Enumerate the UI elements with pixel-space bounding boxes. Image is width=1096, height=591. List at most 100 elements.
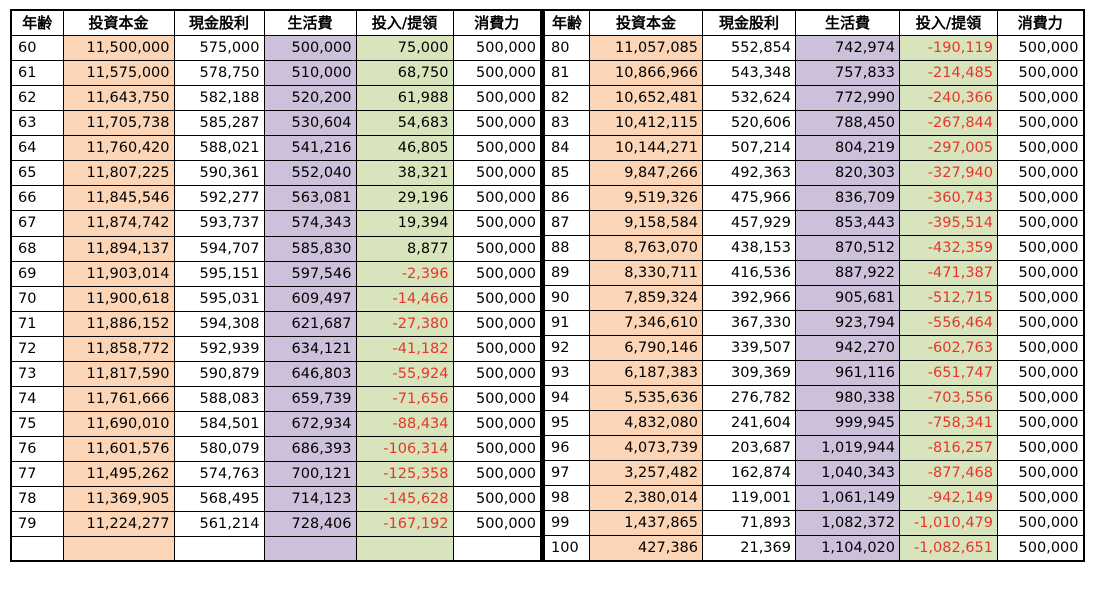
cell-living-cost[interactable]: 728,406 bbox=[263, 511, 357, 538]
cell-spending-power[interactable]: 500,000 bbox=[997, 110, 1084, 136]
cell-dividend[interactable]: 584,501 bbox=[173, 410, 265, 438]
cell-invest-withdraw[interactable]: -512,715 bbox=[899, 285, 998, 311]
cell-age[interactable]: 60 bbox=[10, 34, 64, 62]
cell-living-cost[interactable]: 686,393 bbox=[263, 435, 357, 463]
cell-invest-withdraw[interactable]: -2,396 bbox=[355, 260, 454, 287]
cell-dividend[interactable]: 590,879 bbox=[173, 360, 265, 387]
cell-spending-power[interactable]: 500,000 bbox=[452, 185, 542, 212]
cell-spending-power[interactable]: 500,000 bbox=[997, 160, 1084, 186]
cell-living-cost[interactable]: 646,803 bbox=[263, 360, 357, 387]
cell-age[interactable]: 61 bbox=[10, 60, 64, 87]
cell-age[interactable]: 63 bbox=[10, 110, 64, 137]
header-living-cost[interactable]: 生活費 bbox=[263, 9, 357, 36]
cell-age[interactable]: 62 bbox=[10, 85, 64, 112]
cell-dividend[interactable]: 203,687 bbox=[702, 435, 796, 461]
cell-age[interactable]: 66 bbox=[10, 185, 64, 212]
cell-dividend[interactable]: 568,495 bbox=[173, 486, 265, 513]
cell-principal[interactable]: 11,690,010 bbox=[62, 410, 175, 438]
cell-age[interactable]: 96 bbox=[543, 435, 590, 461]
cell-invest-withdraw[interactable]: -88,434 bbox=[355, 410, 454, 438]
cell-age[interactable]: 69 bbox=[10, 260, 64, 287]
cell-age[interactable]: 83 bbox=[543, 110, 590, 136]
cell-principal[interactable]: 4,073,739 bbox=[589, 435, 703, 461]
cell-spending-power[interactable]: 500,000 bbox=[452, 410, 542, 438]
cell-age[interactable]: 74 bbox=[10, 385, 64, 412]
cell-invest-withdraw[interactable]: -327,940 bbox=[899, 160, 998, 186]
cell-dividend[interactable]: 552,854 bbox=[702, 35, 796, 61]
cell-invest-withdraw[interactable] bbox=[355, 536, 454, 563]
cell-invest-withdraw[interactable]: -55,924 bbox=[355, 360, 454, 387]
cell-living-cost[interactable]: 905,681 bbox=[795, 285, 900, 311]
cell-principal[interactable]: 6,790,146 bbox=[589, 335, 703, 361]
cell-principal[interactable]: 10,412,115 bbox=[589, 110, 703, 136]
cell-principal[interactable]: 10,866,966 bbox=[589, 60, 703, 86]
cell-dividend[interactable]: 580,079 bbox=[173, 435, 265, 463]
cell-spending-power[interactable]: 500,000 bbox=[452, 310, 542, 337]
cell-principal[interactable]: 7,346,610 bbox=[589, 310, 703, 336]
cell-living-cost[interactable]: 714,123 bbox=[263, 486, 357, 513]
header-spending-power[interactable]: 消費力 bbox=[452, 9, 542, 36]
cell-principal[interactable]: 11,760,420 bbox=[62, 135, 175, 162]
cell-living-cost[interactable]: 772,990 bbox=[795, 85, 900, 111]
cell-spending-power[interactable]: 500,000 bbox=[452, 511, 542, 538]
cell-principal[interactable]: 11,886,152 bbox=[62, 310, 175, 337]
header-dividend[interactable]: 現金股利 bbox=[173, 9, 265, 36]
cell-principal[interactable]: 11,807,225 bbox=[62, 160, 175, 187]
cell-principal[interactable]: 8,763,070 bbox=[589, 235, 703, 261]
cell-dividend[interactable]: 438,153 bbox=[702, 235, 796, 261]
header-age[interactable]: 年齢 bbox=[543, 9, 590, 36]
cell-invest-withdraw[interactable]: 68,750 bbox=[355, 60, 454, 87]
cell-dividend[interactable]: 592,277 bbox=[173, 185, 265, 212]
cell-spending-power[interactable] bbox=[452, 536, 542, 563]
cell-living-cost[interactable]: 836,709 bbox=[795, 185, 900, 211]
cell-living-cost[interactable]: 552,040 bbox=[263, 160, 357, 187]
cell-principal[interactable]: 4,832,080 bbox=[589, 410, 703, 436]
cell-age[interactable]: 80 bbox=[543, 35, 590, 61]
cell-spending-power[interactable]: 500,000 bbox=[997, 460, 1084, 486]
cell-dividend[interactable]: 241,604 bbox=[702, 410, 796, 436]
cell-age[interactable]: 82 bbox=[543, 85, 590, 111]
cell-living-cost[interactable]: 887,922 bbox=[795, 260, 900, 286]
cell-invest-withdraw[interactable]: -71,656 bbox=[355, 385, 454, 412]
cell-invest-withdraw[interactable]: -106,314 bbox=[355, 435, 454, 463]
cell-invest-withdraw[interactable]: -758,341 bbox=[899, 410, 998, 436]
cell-living-cost[interactable]: 634,121 bbox=[263, 335, 357, 362]
cell-spending-power[interactable]: 500,000 bbox=[452, 335, 542, 362]
cell-dividend[interactable]: 561,214 bbox=[173, 511, 265, 538]
cell-invest-withdraw[interactable]: -395,514 bbox=[899, 210, 998, 236]
cell-age[interactable]: 67 bbox=[10, 210, 64, 237]
cell-dividend[interactable]: 592,939 bbox=[173, 335, 265, 362]
cell-spending-power[interactable]: 500,000 bbox=[997, 260, 1084, 286]
cell-invest-withdraw[interactable]: -145,628 bbox=[355, 486, 454, 513]
cell-age[interactable]: 72 bbox=[10, 335, 64, 362]
cell-spending-power[interactable]: 500,000 bbox=[452, 360, 542, 387]
cell-age[interactable]: 77 bbox=[10, 461, 64, 488]
cell-dividend[interactable]: 71,893 bbox=[702, 510, 796, 536]
cell-living-cost[interactable]: 1,061,149 bbox=[795, 485, 900, 511]
cell-invest-withdraw[interactable]: -471,387 bbox=[899, 260, 998, 286]
cell-living-cost[interactable]: 609,497 bbox=[263, 285, 357, 312]
cell-principal[interactable]: 11,601,576 bbox=[62, 435, 175, 463]
cell-living-cost[interactable]: 700,121 bbox=[263, 461, 357, 488]
cell-principal[interactable]: 6,187,383 bbox=[589, 360, 703, 386]
cell-living-cost[interactable]: 804,219 bbox=[795, 135, 900, 161]
cell-principal[interactable]: 10,144,271 bbox=[589, 135, 703, 161]
cell-principal[interactable]: 11,874,742 bbox=[62, 210, 175, 237]
cell-age[interactable]: 100 bbox=[543, 535, 590, 562]
cell-age[interactable]: 73 bbox=[10, 360, 64, 387]
cell-spending-power[interactable]: 500,000 bbox=[997, 135, 1084, 161]
cell-living-cost[interactable]: 500,000 bbox=[263, 34, 357, 62]
cell-dividend[interactable]: 309,369 bbox=[702, 360, 796, 386]
cell-spending-power[interactable]: 500,000 bbox=[452, 110, 542, 137]
cell-invest-withdraw[interactable]: 46,805 bbox=[355, 135, 454, 162]
cell-spending-power[interactable]: 500,000 bbox=[997, 535, 1084, 562]
cell-living-cost[interactable]: 1,019,944 bbox=[795, 435, 900, 461]
cell-invest-withdraw[interactable]: -125,358 bbox=[355, 461, 454, 488]
cell-invest-withdraw[interactable]: -432,359 bbox=[899, 235, 998, 261]
cell-age[interactable]: 65 bbox=[10, 160, 64, 187]
cell-age[interactable]: 92 bbox=[543, 335, 590, 361]
cell-dividend[interactable]: 392,966 bbox=[702, 285, 796, 311]
cell-age[interactable]: 79 bbox=[10, 511, 64, 538]
cell-spending-power[interactable]: 500,000 bbox=[452, 85, 542, 112]
cell-dividend[interactable]: 416,536 bbox=[702, 260, 796, 286]
